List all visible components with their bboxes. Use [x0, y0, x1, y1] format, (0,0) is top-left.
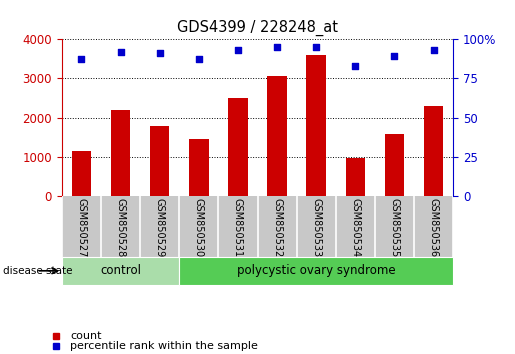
Bar: [179, 257, 453, 285]
Bar: [62, 257, 179, 285]
Text: GSM850532: GSM850532: [272, 198, 282, 257]
Point: [390, 53, 399, 59]
Text: count: count: [70, 331, 101, 342]
Point: [351, 63, 359, 69]
Text: GSM850528: GSM850528: [115, 198, 126, 257]
Bar: [346, 158, 365, 196]
Bar: [228, 98, 248, 196]
Text: GSM850527: GSM850527: [76, 198, 87, 258]
Bar: [424, 106, 443, 196]
Bar: [72, 151, 91, 196]
Text: GSM850535: GSM850535: [389, 198, 400, 257]
Point: [77, 57, 85, 62]
Bar: [267, 76, 287, 196]
Point: [273, 44, 281, 50]
Bar: [385, 134, 404, 196]
Text: GSM850529: GSM850529: [154, 198, 165, 257]
Text: GSM850530: GSM850530: [194, 198, 204, 257]
Bar: [189, 139, 209, 196]
Title: GDS4399 / 228248_at: GDS4399 / 228248_at: [177, 20, 338, 36]
Text: disease state: disease state: [3, 266, 72, 276]
Point: [116, 49, 125, 55]
Bar: [150, 126, 169, 196]
Point: [156, 50, 164, 56]
Point: [430, 47, 438, 53]
Text: control: control: [100, 264, 141, 277]
Text: percentile rank within the sample: percentile rank within the sample: [70, 341, 258, 350]
Bar: [306, 55, 326, 196]
Point: [234, 47, 242, 53]
Text: GSM850534: GSM850534: [350, 198, 360, 257]
Text: polycystic ovary syndrome: polycystic ovary syndrome: [237, 264, 396, 277]
Text: GSM850531: GSM850531: [233, 198, 243, 257]
Point: [312, 44, 320, 50]
Point: [195, 57, 203, 62]
Bar: [111, 110, 130, 196]
Text: GSM850533: GSM850533: [311, 198, 321, 257]
Text: GSM850536: GSM850536: [428, 198, 439, 257]
